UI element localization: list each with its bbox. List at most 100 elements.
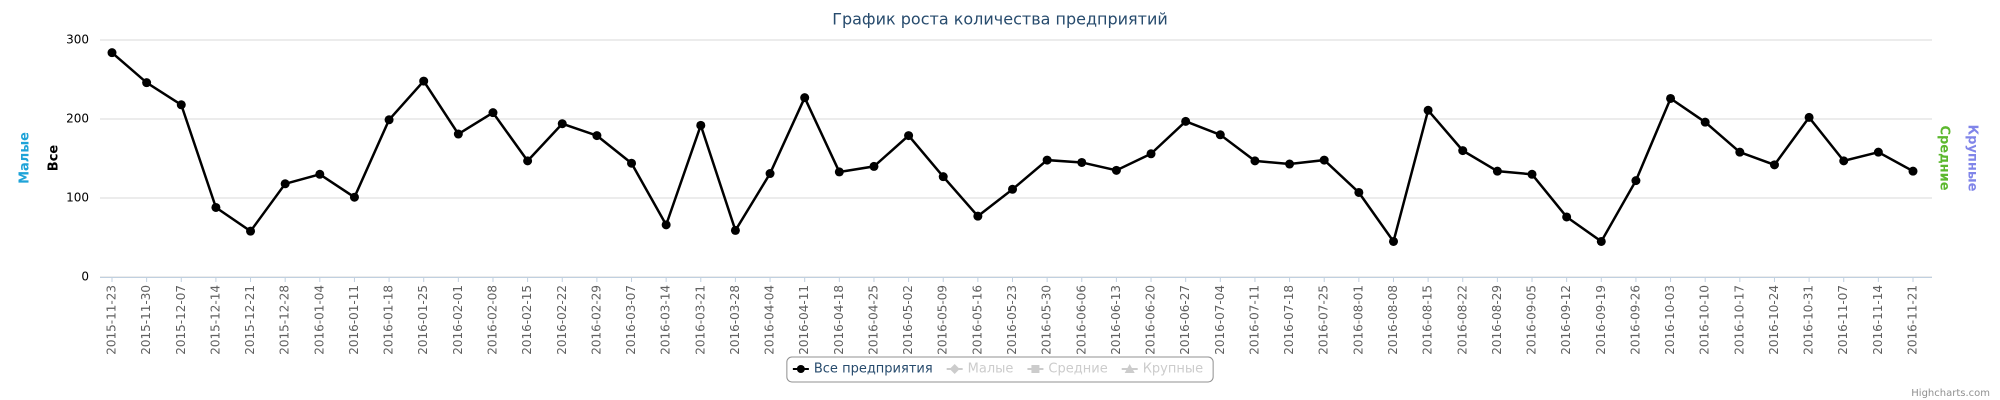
point — [904, 131, 914, 141]
point — [1077, 157, 1087, 167]
point — [1146, 149, 1156, 159]
point — [211, 202, 221, 212]
x-tick-label: 2015-12-14 — [208, 285, 222, 355]
point — [1873, 147, 1883, 157]
point — [1215, 130, 1225, 140]
x-tick-label: 2016-08-29 — [1490, 285, 1504, 355]
point — [1042, 155, 1052, 165]
point — [592, 131, 602, 141]
x-tick-label: 2016-04-25 — [866, 285, 880, 355]
point — [1839, 156, 1849, 166]
legend-item[interactable]: Все предприятия — [792, 362, 933, 377]
credits[interactable]: Highcharts.com — [1911, 388, 1990, 399]
x-tick-label: 2016-05-02 — [901, 285, 915, 355]
point — [107, 48, 117, 58]
point — [1769, 160, 1779, 170]
x-tick-label: 2016-10-31 — [1802, 285, 1816, 355]
x-tick-label: 2016-07-11 — [1247, 285, 1261, 355]
point — [834, 167, 844, 177]
point — [384, 115, 394, 125]
point — [1388, 236, 1398, 246]
x-tick-label: 2016-06-20 — [1144, 285, 1158, 355]
x-tick-label: 2016-06-13 — [1109, 285, 1123, 355]
x-tick-label: 2016-02-22 — [555, 285, 569, 355]
x-tick-label: 2016-05-23 — [1005, 285, 1019, 355]
point — [349, 192, 359, 202]
x-tick-label: 2016-08-15 — [1421, 285, 1435, 355]
x-tick-label: 2016-04-18 — [832, 285, 846, 355]
point — [246, 226, 256, 236]
x-tick-label: 2016-07-18 — [1282, 285, 1296, 355]
x-tick-label: 2016-01-11 — [347, 285, 361, 355]
point — [765, 169, 775, 179]
y-axis-title: Малые — [18, 132, 33, 184]
x-tick-label: 2016-08-01 — [1351, 285, 1365, 355]
x-tick-label: 2016-07-25 — [1317, 285, 1331, 355]
x-tick-label: 2016-03-21 — [693, 285, 707, 355]
point — [557, 119, 567, 129]
legend-box — [786, 356, 1214, 383]
point — [938, 172, 948, 182]
x-tick-label: 2015-12-21 — [243, 285, 257, 355]
point — [1354, 187, 1364, 197]
y-axis-title: Средние — [1937, 125, 1952, 190]
y-axis-title: Крупные — [1965, 125, 1980, 192]
point — [696, 120, 706, 130]
x-tick-label: 2016-02-29 — [589, 285, 603, 355]
point — [1700, 117, 1710, 127]
legend-item[interactable]: Малые — [946, 362, 1014, 377]
legend-label: Все предприятия — [814, 362, 933, 377]
x-tick-label: 2016-10-17 — [1732, 285, 1746, 355]
point — [661, 220, 671, 230]
point — [1666, 93, 1676, 103]
legend-label: Крупные — [1143, 362, 1203, 377]
legend-marker — [949, 364, 960, 374]
x-tick-label: 2016-03-14 — [659, 285, 673, 355]
point — [1181, 116, 1191, 126]
x-tick-label: 2016-11-07 — [1836, 285, 1850, 355]
x-tick-label: 2016-08-22 — [1455, 285, 1469, 355]
y-axis-title: Все — [47, 145, 62, 172]
point — [1631, 176, 1641, 186]
legend-label: Средние — [1048, 362, 1107, 377]
point — [869, 161, 879, 171]
x-tick-label: 2016-05-09 — [936, 285, 950, 355]
x-tick-label: 2015-11-23 — [105, 285, 119, 355]
x-tick-label: 2016-02-15 — [520, 285, 534, 355]
chart-title: График роста количества предприятий — [832, 10, 1168, 29]
x-tick-label: 2016-01-18 — [382, 285, 396, 355]
point — [1319, 155, 1329, 165]
point — [800, 93, 810, 103]
point — [1111, 165, 1121, 175]
x-tick-label: 2016-05-30 — [1040, 285, 1054, 355]
x-tick-label: 2015-11-30 — [139, 285, 153, 355]
y-tick-label: 300 — [66, 33, 89, 47]
x-tick-label: 2016-03-28 — [728, 285, 742, 355]
legend-item[interactable]: Крупные — [1121, 362, 1203, 377]
point — [523, 156, 533, 166]
point — [1908, 166, 1918, 176]
point — [627, 158, 637, 168]
point — [1250, 156, 1260, 166]
x-tick-label: 2016-05-16 — [970, 285, 984, 355]
point — [280, 179, 290, 189]
x-tick-label: 2016-07-04 — [1213, 285, 1227, 355]
point — [1562, 212, 1572, 222]
x-tick-label: 2016-10-03 — [1663, 285, 1677, 355]
legend-marker — [1124, 364, 1135, 373]
point — [453, 129, 463, 139]
x-tick-label: 2016-11-14 — [1871, 285, 1885, 355]
point — [1527, 169, 1537, 179]
x-tick-label: 2016-06-06 — [1074, 285, 1088, 355]
point — [1458, 146, 1468, 156]
x-tick-label: 2016-09-19 — [1594, 285, 1608, 355]
x-tick-label: 2016-09-05 — [1525, 285, 1539, 355]
point — [142, 78, 152, 88]
x-tick-label: 2016-04-04 — [763, 285, 777, 355]
legend-item[interactable]: Средние — [1027, 362, 1108, 377]
point — [176, 100, 186, 110]
point — [973, 211, 983, 221]
point — [1735, 147, 1745, 157]
legend-marker — [1031, 365, 1040, 373]
x-tick-label: 2015-12-28 — [278, 285, 292, 355]
